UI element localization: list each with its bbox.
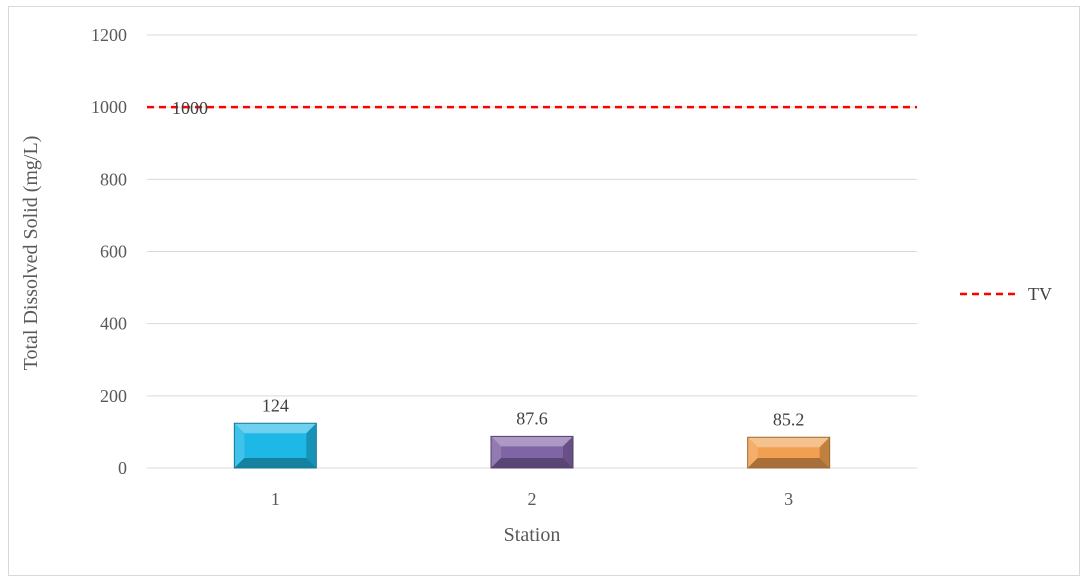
data-label: 87.6	[516, 408, 548, 428]
x-tick-label: 3	[784, 489, 793, 509]
y-tick-label: 400	[100, 314, 127, 334]
bar-bevel-bottom	[748, 458, 830, 468]
x-tick-label: 1	[271, 489, 280, 509]
y-axis-title: Total Dissolved Solid (mg/L)	[20, 136, 42, 371]
y-tick-label: 600	[100, 242, 127, 262]
y-tick-label: 1000	[91, 97, 127, 117]
legend: TV	[960, 284, 1052, 304]
threshold-series: 1000	[147, 98, 917, 118]
bar-bevel-top	[234, 423, 316, 433]
x-axis-title: Station	[504, 524, 561, 546]
bar-bevel-bottom	[491, 458, 573, 468]
bar	[491, 436, 573, 468]
y-tick-labels: 0 200 400 600 800 1000 1200	[91, 25, 127, 478]
bars: 124 87.6 85.2	[234, 395, 829, 468]
x-tick-labels: 1 2 3	[271, 489, 793, 509]
threshold-label: 1000	[172, 98, 208, 118]
y-tick-label: 200	[100, 386, 127, 406]
bar	[748, 437, 830, 468]
data-label: 124	[262, 395, 289, 415]
bar	[234, 423, 316, 468]
legend-label-tv: TV	[1028, 284, 1052, 304]
y-tick-label: 0	[118, 458, 127, 478]
bar-bevel-bottom	[234, 458, 316, 468]
y-tick-label: 800	[100, 169, 127, 189]
x-tick-label: 2	[528, 489, 537, 509]
bar-bevel-top	[491, 436, 573, 446]
y-tick-label: 1200	[91, 25, 127, 45]
data-label: 85.2	[773, 409, 805, 429]
bar-bevel-top	[748, 437, 830, 447]
